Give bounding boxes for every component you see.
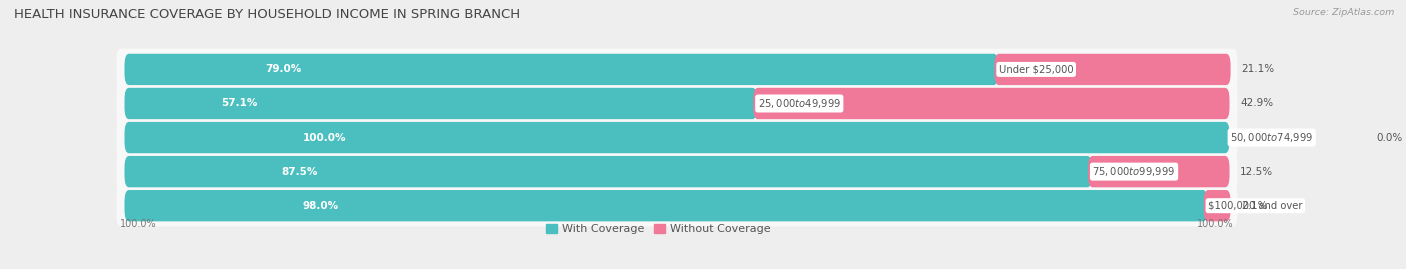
Text: 57.1%: 57.1% bbox=[221, 98, 257, 108]
Text: 42.9%: 42.9% bbox=[1240, 98, 1274, 108]
Text: $50,000 to $74,999: $50,000 to $74,999 bbox=[1230, 131, 1313, 144]
Text: $75,000 to $99,999: $75,000 to $99,999 bbox=[1092, 165, 1175, 178]
FancyBboxPatch shape bbox=[117, 185, 1237, 226]
Text: 21.1%: 21.1% bbox=[1241, 64, 1274, 75]
Text: 100.0%: 100.0% bbox=[120, 219, 157, 229]
Text: 87.5%: 87.5% bbox=[281, 167, 318, 177]
Text: HEALTH INSURANCE COVERAGE BY HOUSEHOLD INCOME IN SPRING BRANCH: HEALTH INSURANCE COVERAGE BY HOUSEHOLD I… bbox=[14, 8, 520, 21]
FancyBboxPatch shape bbox=[125, 190, 1208, 221]
FancyBboxPatch shape bbox=[125, 54, 998, 85]
Text: 98.0%: 98.0% bbox=[302, 201, 339, 211]
FancyBboxPatch shape bbox=[994, 54, 1230, 85]
Text: $100,000 and over: $100,000 and over bbox=[1208, 201, 1302, 211]
Text: 100.0%: 100.0% bbox=[1197, 219, 1234, 229]
Text: 79.0%: 79.0% bbox=[264, 64, 301, 75]
FancyBboxPatch shape bbox=[1088, 156, 1229, 187]
Legend: With Coverage, Without Coverage: With Coverage, Without Coverage bbox=[541, 220, 776, 239]
FancyBboxPatch shape bbox=[125, 122, 1229, 153]
Text: 100.0%: 100.0% bbox=[302, 133, 346, 143]
Text: 0.0%: 0.0% bbox=[1376, 133, 1402, 143]
FancyBboxPatch shape bbox=[1204, 190, 1230, 221]
FancyBboxPatch shape bbox=[117, 151, 1237, 192]
FancyBboxPatch shape bbox=[125, 156, 1092, 187]
Text: 12.5%: 12.5% bbox=[1240, 167, 1274, 177]
FancyBboxPatch shape bbox=[117, 83, 1237, 124]
FancyBboxPatch shape bbox=[125, 88, 756, 119]
FancyBboxPatch shape bbox=[117, 117, 1237, 158]
Text: Under $25,000: Under $25,000 bbox=[998, 64, 1073, 75]
FancyBboxPatch shape bbox=[117, 49, 1237, 90]
FancyBboxPatch shape bbox=[754, 88, 1229, 119]
Text: 2.1%: 2.1% bbox=[1241, 201, 1268, 211]
Text: $25,000 to $49,999: $25,000 to $49,999 bbox=[758, 97, 841, 110]
Text: Source: ZipAtlas.com: Source: ZipAtlas.com bbox=[1294, 8, 1395, 17]
